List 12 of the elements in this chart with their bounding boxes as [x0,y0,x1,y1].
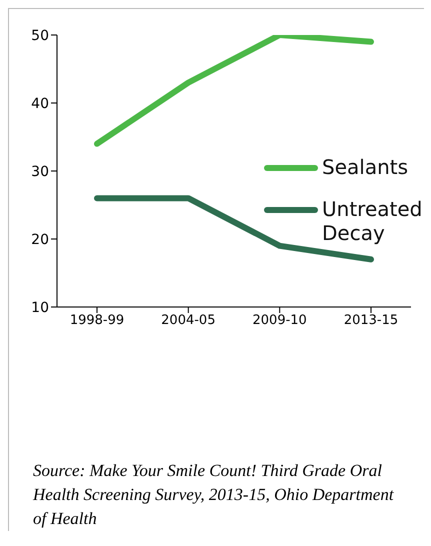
y-tick-label: 10 [31,300,49,316]
source-note: Source: Make Your Smile Count! Third Grade Oral Health Screening Survey, 2013-15, Ohio Department of Health [32,460,395,530]
legend-label: Sealants [322,155,410,179]
x-tick-label: 1998-99 [70,313,124,328]
x-tick-label: 2004-05 [161,313,216,328]
x-tick-label: 2009-10 [252,313,307,328]
y-tick-label: 30 [31,164,49,180]
y-tick-label: 50 [31,28,49,44]
y-tick-label: 20 [31,232,49,248]
y-tick-label: 40 [31,96,49,112]
x-tick-label: 2013-15 [344,313,398,328]
legend-label: Untreated Decay [322,197,422,245]
